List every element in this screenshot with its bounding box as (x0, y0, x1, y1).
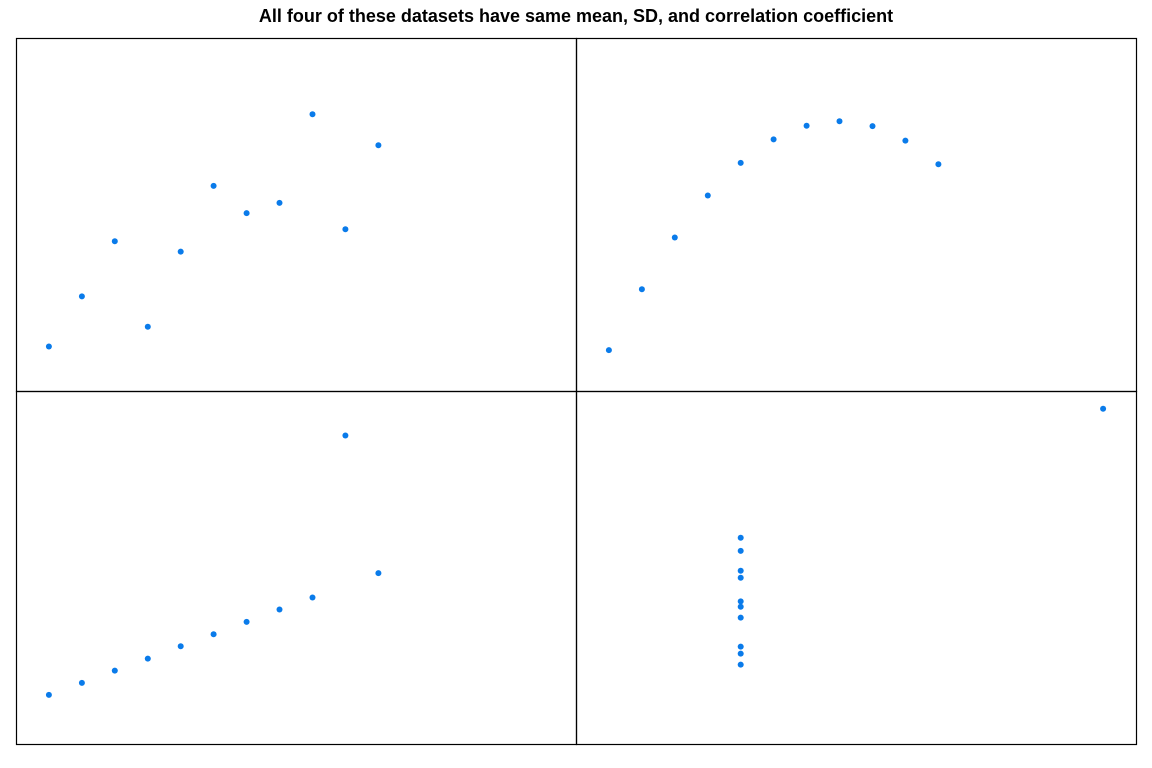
panel-bottom-left (15, 390, 578, 746)
data-point (45, 691, 52, 698)
chart-title: All four of these datasets have same mea… (258, 6, 894, 26)
panel-layer (15, 37, 1138, 746)
data-point (78, 679, 85, 686)
data-point (737, 547, 744, 554)
data-point (1100, 405, 1107, 412)
data-point (638, 286, 645, 293)
data-point (78, 293, 85, 300)
data-point (737, 598, 744, 605)
panel-top-right (575, 37, 1138, 393)
data-point (276, 199, 283, 206)
panel-bottom-right (575, 390, 1138, 746)
data-point (671, 234, 678, 241)
data-point (309, 111, 316, 118)
data-point (342, 432, 349, 439)
data-point (737, 574, 744, 581)
data-point (737, 603, 744, 610)
data-point (737, 614, 744, 621)
panel-top-left (15, 37, 578, 393)
panel-frame (15, 37, 578, 393)
data-point (342, 226, 349, 233)
data-point (737, 643, 744, 650)
panel-frame (575, 37, 1138, 393)
data-point (770, 136, 777, 143)
panel-frame (575, 390, 1138, 746)
data-point (309, 594, 316, 601)
data-point (737, 661, 744, 668)
data-point (177, 248, 184, 255)
data-point (737, 159, 744, 166)
data-point (737, 650, 744, 657)
data-point (144, 655, 151, 662)
data-point (869, 123, 876, 130)
data-point (177, 643, 184, 650)
data-point (803, 122, 810, 129)
data-point (704, 192, 711, 199)
data-point (375, 570, 382, 577)
data-point (737, 567, 744, 574)
data-point (111, 667, 118, 674)
data-point (737, 534, 744, 541)
panel-frame (15, 390, 578, 746)
data-point (243, 618, 250, 625)
data-point (210, 182, 217, 189)
data-point (210, 631, 217, 638)
data-point (45, 343, 52, 350)
data-point (935, 161, 942, 168)
data-point (902, 137, 909, 144)
data-point (111, 238, 118, 245)
data-point (276, 606, 283, 613)
data-point (144, 323, 151, 330)
data-point (605, 347, 612, 354)
data-point (836, 118, 843, 125)
data-point (243, 210, 250, 217)
data-point (375, 142, 382, 149)
